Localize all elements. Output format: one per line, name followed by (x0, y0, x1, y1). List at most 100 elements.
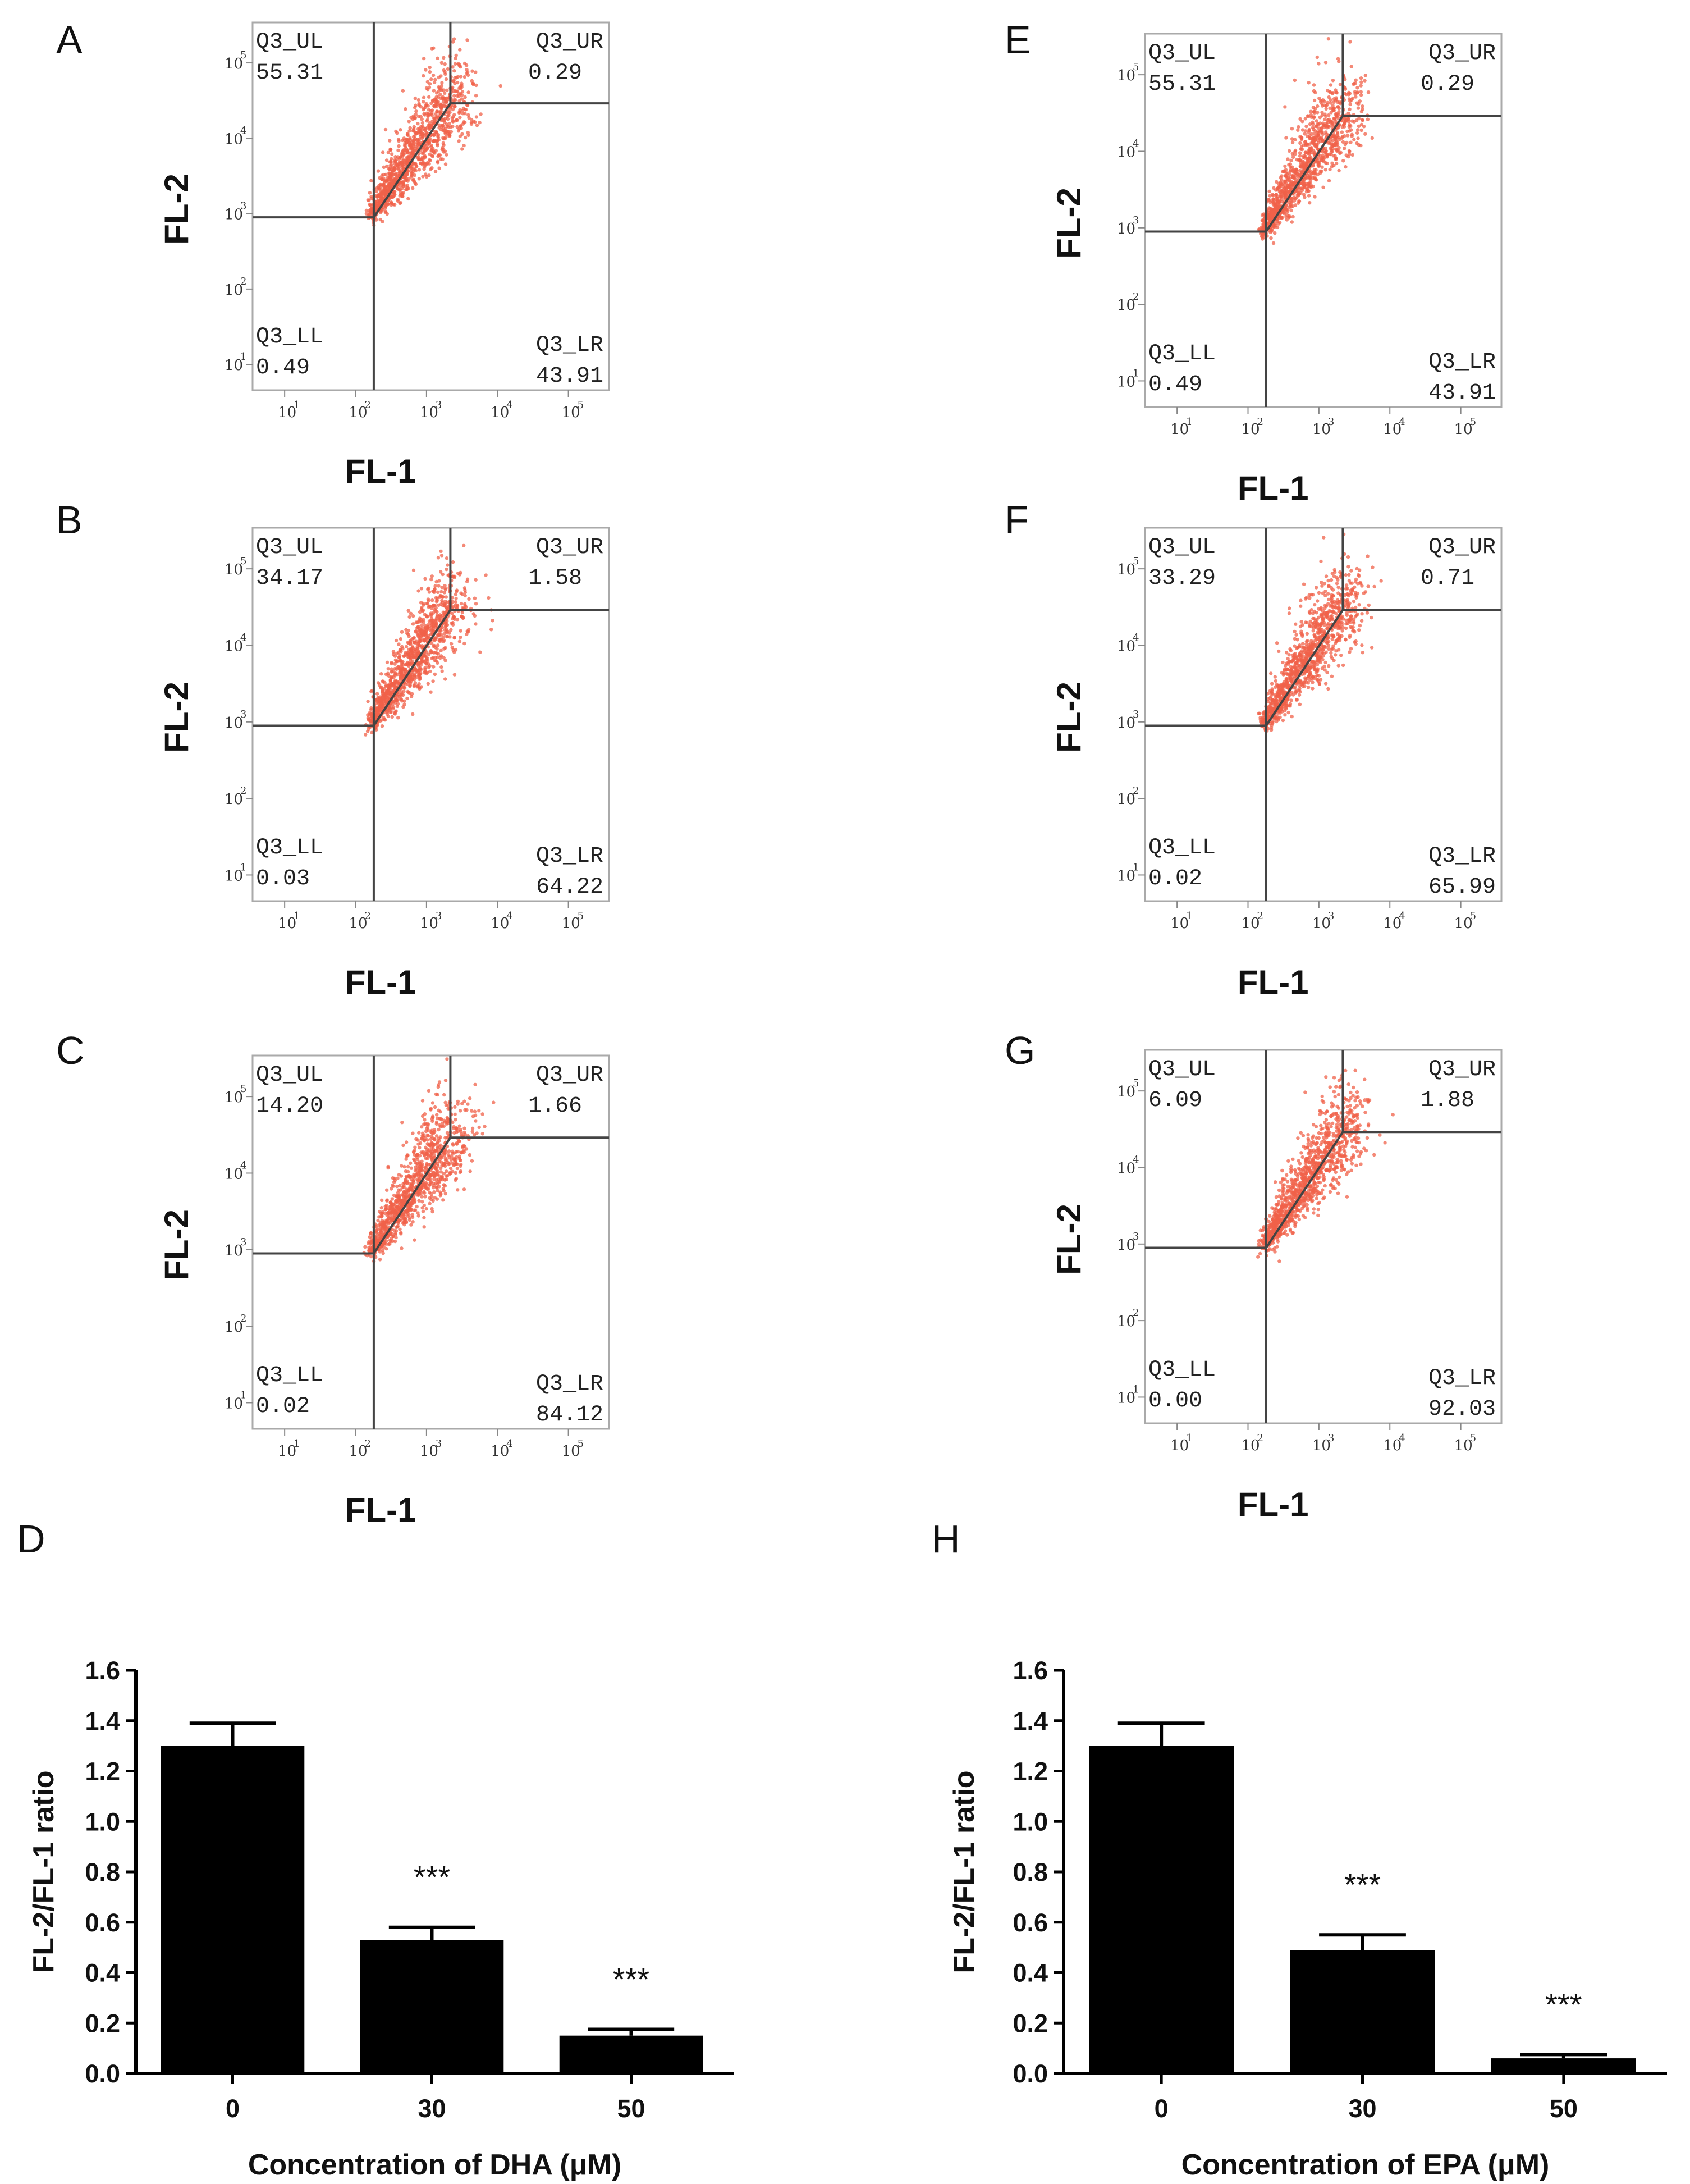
event-dot (1290, 127, 1294, 131)
x-axis-label: FL-1 (345, 1491, 416, 1529)
event-dot (1305, 157, 1309, 161)
event-dot (445, 88, 449, 92)
event-dot (418, 672, 422, 677)
event-dot (409, 1223, 413, 1227)
event-dot (1291, 214, 1295, 219)
event-dot (405, 696, 409, 701)
quadrant-ul-value: 14.20 (256, 1094, 323, 1119)
event-dot (376, 681, 381, 685)
event-dot (423, 660, 427, 664)
event-dot (416, 115, 421, 118)
event-dot (421, 1135, 425, 1139)
event-dot (422, 637, 426, 641)
event-dot (409, 695, 414, 698)
event-dot (385, 660, 390, 665)
event-dot (1379, 579, 1383, 583)
y-tick-exponent: 2 (240, 1313, 246, 1324)
event-dot (1337, 107, 1341, 111)
event-dot (1275, 195, 1279, 199)
event-dot (1299, 137, 1304, 141)
event-dot (423, 666, 427, 670)
event-dot (425, 1142, 429, 1146)
event-dot (374, 712, 379, 716)
event-dot (1329, 147, 1332, 150)
event-dot (422, 1225, 426, 1229)
event-dot (404, 628, 408, 632)
event-dot (1289, 165, 1293, 170)
event-dot (412, 1181, 416, 1185)
event-dot (445, 556, 449, 560)
event-dot (1350, 153, 1354, 157)
event-dot (443, 600, 447, 604)
event-dot (1272, 186, 1276, 190)
event-dot (1315, 142, 1318, 147)
event-dot (423, 127, 427, 131)
event-dot (436, 1083, 441, 1087)
event-dot (436, 590, 440, 595)
event-dot (484, 573, 488, 577)
event-dot (408, 143, 412, 147)
event-dot (400, 1246, 404, 1250)
event-dot (436, 1093, 439, 1097)
event-dot (1336, 57, 1340, 61)
event-dot (400, 1164, 404, 1168)
event-dot (453, 1105, 457, 1109)
event-dot (479, 112, 483, 116)
event-dot (404, 1140, 409, 1144)
event-dot (1355, 90, 1360, 94)
event-dot (1358, 568, 1362, 572)
event-dot (393, 658, 397, 662)
event-dot (386, 150, 391, 154)
event-dot (425, 1157, 429, 1160)
event-dot (395, 698, 399, 702)
event-dot (419, 161, 423, 165)
event-dot (433, 672, 437, 677)
event-dot (409, 1161, 413, 1165)
event-dot (1316, 104, 1320, 108)
event-dot (418, 135, 423, 139)
event-dot (387, 197, 391, 201)
event-dot (1330, 161, 1334, 165)
event-dot (1336, 116, 1340, 120)
x-tick-exponent: 5 (578, 399, 584, 411)
event-dot (404, 651, 408, 655)
event-dot (432, 1174, 436, 1178)
event-dot (441, 147, 445, 151)
event-dot (471, 612, 475, 616)
event-dot (432, 89, 436, 93)
event-dot (456, 62, 460, 66)
event-dot (410, 171, 414, 175)
event-dot (393, 1199, 398, 1203)
event-dot (427, 162, 431, 166)
event-dot (1313, 138, 1318, 142)
event-dot (430, 1209, 434, 1214)
event-dot (1335, 144, 1339, 148)
event-dot (1359, 93, 1363, 97)
event-dot (458, 1109, 462, 1113)
event-dot (456, 75, 460, 79)
event-dot (462, 75, 466, 79)
event-dot (396, 167, 401, 171)
event-dot (453, 62, 457, 66)
event-dot (414, 168, 418, 173)
event-dot (395, 1184, 399, 1189)
event-dot (451, 40, 455, 44)
event-dot (1322, 117, 1327, 121)
event-dot (1336, 132, 1340, 136)
event-dot (435, 613, 439, 617)
event-dot (458, 48, 462, 52)
panel-letter: C (56, 1029, 85, 1072)
event-dot (432, 1190, 436, 1194)
y-tick-exponent: 4 (240, 1159, 246, 1171)
event-dot (401, 668, 405, 671)
event-dot (436, 154, 440, 158)
event-dot (466, 1102, 470, 1106)
event-dot (399, 1188, 402, 1192)
x-tick-exponent: 1 (294, 399, 300, 411)
event-dot (429, 77, 433, 81)
event-dot (401, 153, 405, 157)
event-dot (428, 1177, 432, 1181)
event-dot (431, 679, 435, 683)
event-dot (468, 1153, 472, 1157)
event-dot (443, 659, 447, 662)
